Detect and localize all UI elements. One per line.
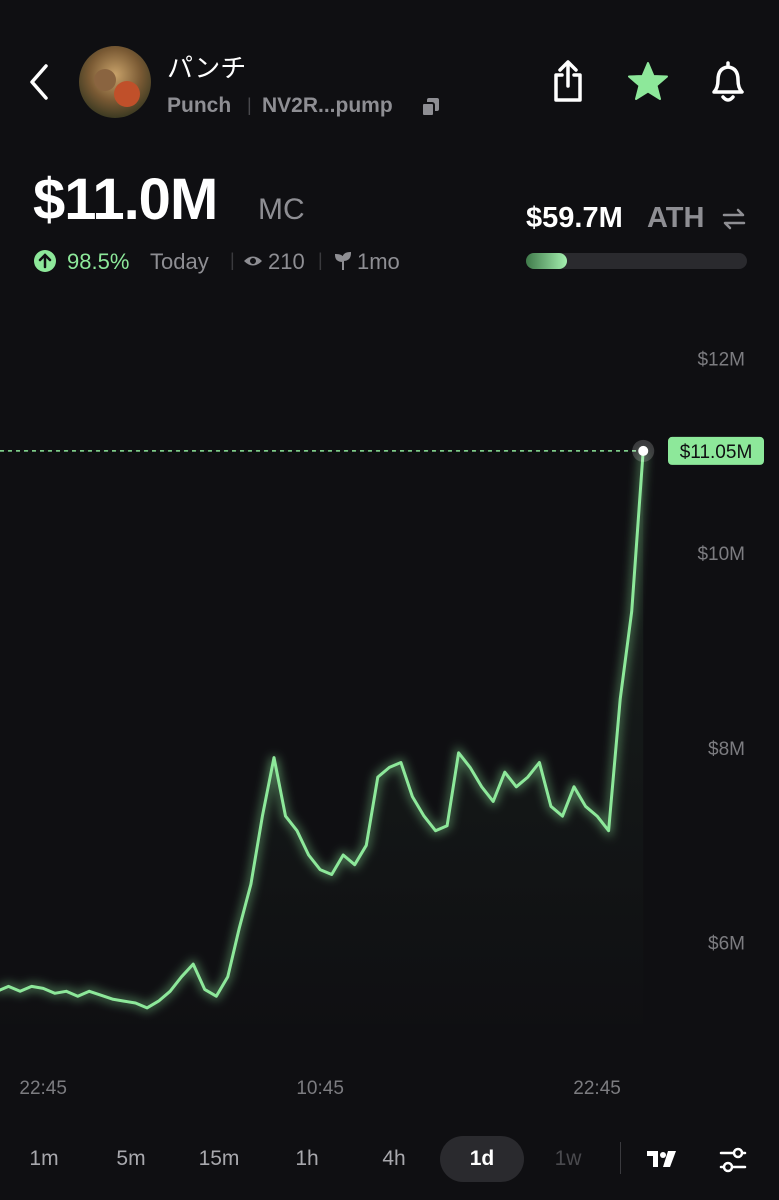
current-price-label: $11.05M — [680, 442, 753, 463]
age-icon — [334, 251, 352, 270]
alert-button[interactable] — [706, 58, 750, 106]
current-point — [638, 445, 649, 456]
area-fill — [0, 450, 644, 1040]
token-title: パンチ — [167, 53, 247, 83]
price-line — [0, 450, 645, 1010]
age: 1mo — [357, 249, 400, 274]
token-address[interactable]: NV2R...pump — [262, 94, 393, 117]
tradingview-button[interactable] — [646, 1148, 678, 1170]
ath-value: $59.7M — [526, 202, 623, 234]
y-tick-label: $12M — [697, 349, 745, 370]
change-percent: 98.5% — [67, 249, 130, 274]
change-label: Today — [150, 249, 209, 274]
ath-label: ATH — [647, 202, 705, 234]
x-tick-label: 22:45 — [19, 1078, 67, 1099]
price-chart: $6M $8M $10M $12M 22:45 10:45 22:45 $11.05M — [0, 349, 764, 1099]
timeframe-button[interactable]: 1w — [554, 1147, 582, 1170]
views-icon — [244, 256, 262, 266]
favorite-button[interactable] — [626, 60, 670, 104]
market-cap: $11.0M — [33, 167, 218, 232]
y-tick-label: $10M — [697, 544, 745, 565]
y-tick-label: $8M — [708, 739, 745, 760]
timeframe-button[interactable]: 15m — [198, 1147, 240, 1170]
separator — [620, 1142, 621, 1174]
timeframe-button[interactable]: 4h — [382, 1147, 406, 1170]
current-price-badge — [668, 436, 764, 465]
settings-button[interactable] — [718, 1145, 748, 1175]
market-cap-label: MC — [258, 193, 305, 226]
timeframe-button[interactable]: 1d — [440, 1136, 524, 1182]
back-button[interactable] — [22, 60, 58, 104]
separator: | — [318, 250, 323, 270]
timeframe-button[interactable]: 1h — [295, 1147, 319, 1170]
views: 210 — [268, 249, 305, 274]
timeframe-button[interactable]: 5m — [116, 1147, 146, 1170]
token-symbol: Punch — [167, 94, 232, 117]
copy-icon[interactable] — [420, 96, 442, 118]
ath-progress — [526, 253, 747, 269]
y-tick-label: $6M — [708, 934, 745, 955]
token-avatar — [79, 46, 151, 118]
timeframe-button[interactable]: 1m — [29, 1147, 59, 1170]
separator: | — [230, 250, 235, 270]
x-tick-label: 22:45 — [573, 1078, 621, 1099]
separator: | — [247, 95, 252, 115]
up-icon — [34, 250, 56, 272]
swap-icon[interactable] — [721, 206, 747, 232]
x-tick-label: 10:45 — [296, 1078, 344, 1099]
share-button[interactable] — [548, 58, 588, 104]
